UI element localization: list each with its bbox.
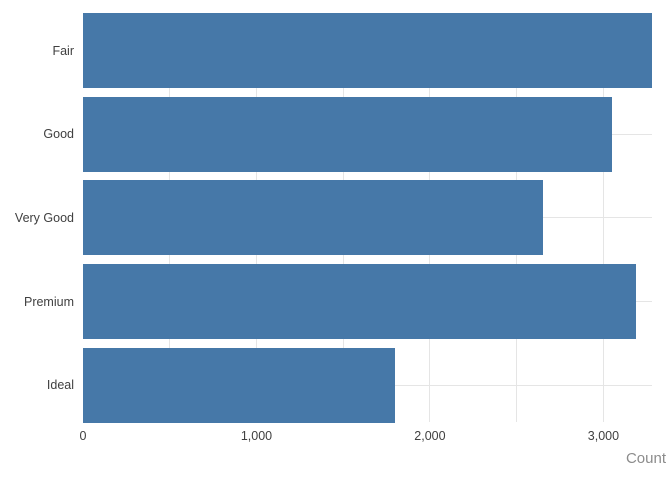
y-tick-label-good: Good [43,127,74,142]
x-tick-label-0: 0 [79,429,87,443]
x-tick-label-3-000: 3,000 [587,429,620,443]
y-tick-label-fair: Fair [52,43,74,58]
bar-ideal [83,347,396,423]
y-tick-label-very-good: Very Good [14,210,74,225]
x-axis-title: Count [625,450,666,467]
y-tick-label-premium: Premium [23,294,74,309]
bar-very-good [83,180,543,256]
x-tick-label-2-000: 2,000 [414,429,446,443]
bar-premium [83,264,637,340]
bar-fair [83,13,652,88]
plot-area [83,13,652,423]
y-tick-label-ideal: Ideal [46,378,74,393]
x-tick-label-1-000: 1,000 [240,429,273,443]
bar-good [83,96,613,172]
